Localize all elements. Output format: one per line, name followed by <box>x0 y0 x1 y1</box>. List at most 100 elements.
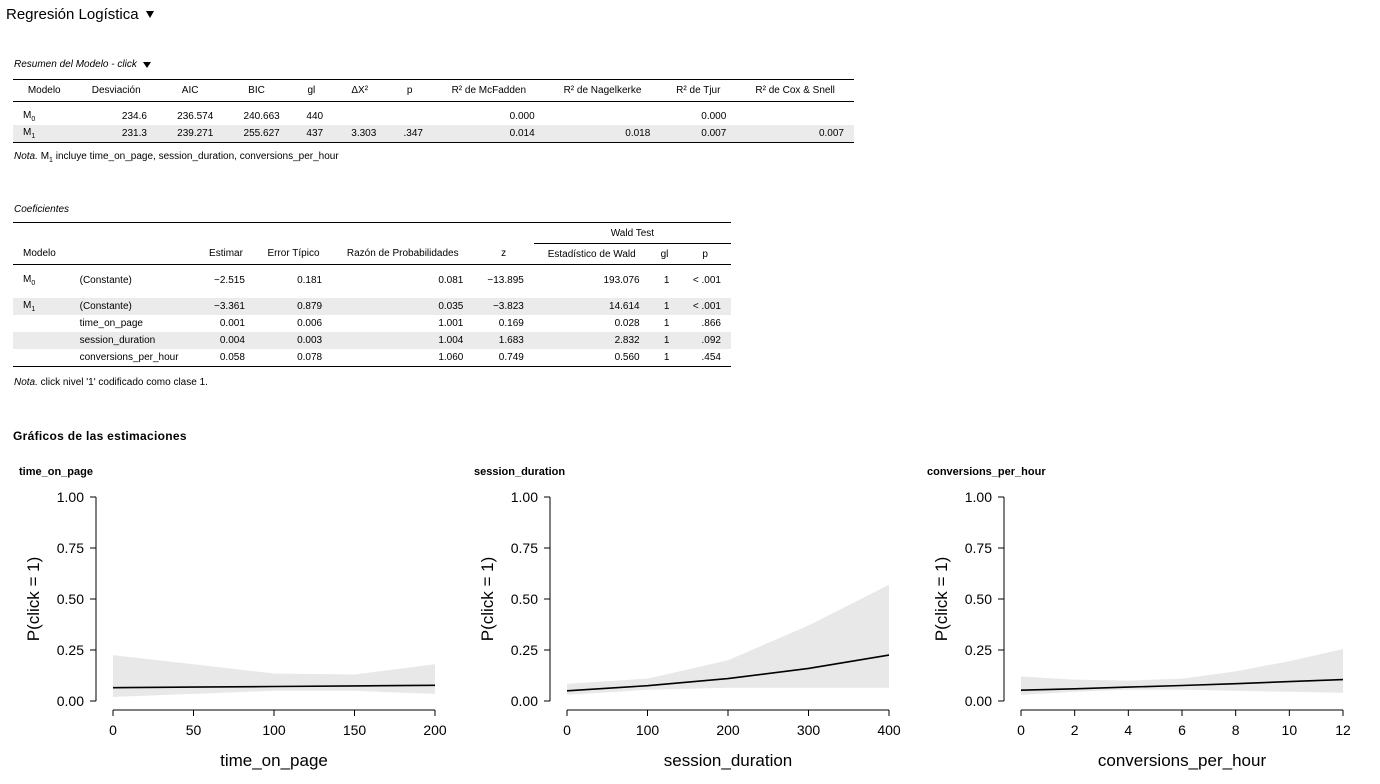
table-cell: 0.007 <box>660 125 737 143</box>
confidence-band <box>567 584 889 695</box>
x-tick-label: 4 <box>1124 722 1132 738</box>
table-row: conversions_per_hour 0.058 0.078 1.060 0… <box>13 349 731 367</box>
term-cell: time_on_page <box>79 318 143 329</box>
x-tick-label: 150 <box>343 722 367 738</box>
col-header: Modelo <box>13 243 70 265</box>
plot-title-session-duration: session_duration <box>474 466 566 478</box>
table-cell: 1.060 <box>438 352 464 363</box>
table-cell: < .001 <box>679 298 731 315</box>
table-cell: 0.035 <box>332 298 474 315</box>
table-cell: 0.000 <box>701 111 727 122</box>
model-summary-menu-triangle-icon[interactable] <box>142 61 151 68</box>
x-tick-label: 2 <box>1071 722 1079 738</box>
table-cell: −13.895 <box>487 275 524 286</box>
table-cell: 1 <box>649 298 680 315</box>
y-tick-label: 0.00 <box>57 693 84 709</box>
col-header: R² de Nagelkerke <box>544 79 661 102</box>
estimate-line <box>1020 678 1344 691</box>
table-cell: < .001 <box>692 275 721 286</box>
table-cell: 0.014 <box>432 125 545 143</box>
x-axis-label: conversions_per_hour <box>1098 751 1267 770</box>
table-row: M1 231.3 239.271 255.627 437 3.303 .347 … <box>13 125 854 143</box>
table-cell: 236.574 <box>177 111 214 122</box>
col-header: AIC <box>156 79 224 102</box>
x-tick-label: 200 <box>716 722 740 738</box>
term-cell: (Constante) <box>79 275 132 286</box>
y-axis-label: P(click = 1) <box>478 557 497 642</box>
wald-test-header: Wald Test <box>533 222 731 244</box>
y-tick-label: 0.75 <box>57 540 84 556</box>
table-cell: −3.823 <box>473 298 534 315</box>
col-header: gl <box>649 243 680 265</box>
table-cell: 437 <box>289 125 334 143</box>
col-header: ΔX² <box>333 79 387 102</box>
table-cell: 0.560 <box>614 352 640 363</box>
y-tick-label: 0.50 <box>57 591 84 607</box>
table-cell: 0.749 <box>498 352 524 363</box>
y-tick-label: 0.50 <box>511 591 538 607</box>
table-row: M1 (Constante) −3.361 0.879 0.035 −3.823… <box>13 298 731 315</box>
estimates-section-title: Gráficos de las estimaciones <box>13 429 187 443</box>
y-tick-label: 0.25 <box>57 642 84 658</box>
analysis-menu-triangle-icon[interactable] <box>145 10 154 18</box>
x-tick-label: 6 <box>1178 722 1186 738</box>
table-cell: 234.6 <box>121 111 147 122</box>
y-tick-label: 0.75 <box>511 540 538 556</box>
model-cell: M1 <box>13 125 76 143</box>
table-cell: 0.181 <box>297 275 323 286</box>
x-tick-label: 300 <box>797 722 821 738</box>
table-cell <box>333 108 386 125</box>
col-header: p <box>679 243 731 265</box>
confidence-band <box>1021 649 1343 695</box>
col-header: Razón de Probabilidades <box>332 243 474 265</box>
x-tick-label: 0 <box>563 722 571 738</box>
y-tick-label: 0.00 <box>511 693 538 709</box>
table-cell: 1.004 <box>332 332 474 349</box>
table-cell: −3.361 <box>197 298 255 315</box>
table-cell: 231.3 <box>75 125 157 143</box>
col-header <box>69 243 198 265</box>
table-cell: 0.001 <box>219 318 245 329</box>
table-cell: 1 <box>663 318 670 329</box>
model-cell <box>13 349 70 367</box>
table-row: M0 (Constante) −2.515 0.181 0.081 −13.89… <box>13 272 731 289</box>
x-tick-label: 0 <box>1017 722 1025 738</box>
table-cell: 14.614 <box>533 298 650 315</box>
coefficients-header: Coeficientes <box>14 204 69 215</box>
table-row: session_duration 0.004 0.003 1.004 1.683… <box>13 332 731 349</box>
table-cell: .866 <box>701 318 721 329</box>
table-cell: 0.018 <box>544 125 661 143</box>
table-cell: 1.001 <box>438 318 464 329</box>
coefficients-table: Wald Test Modelo Estimar Error Típico Ra… <box>13 222 731 367</box>
table-row: M0 234.6 236.574 240.663 440 0.000 0.000 <box>13 108 854 125</box>
table-cell: .092 <box>679 332 731 349</box>
model-summary-title: Resumen del Modelo - click <box>14 59 137 70</box>
x-axis-label: session_duration <box>664 751 793 770</box>
table-cell: 240.663 <box>243 111 280 122</box>
table-cell: 193.076 <box>603 275 640 286</box>
table-cell: 0.081 <box>438 275 464 286</box>
model-summary-header: Resumen del Modelo - click <box>14 59 151 70</box>
x-tick-label: 50 <box>186 722 202 738</box>
col-header: Modelo <box>13 79 76 102</box>
table-cell: 3.303 <box>333 125 387 143</box>
table-cell <box>386 108 433 125</box>
table-cell: 239.271 <box>156 125 224 143</box>
x-tick-label: 0 <box>109 722 117 738</box>
term-cell: conversions_per_hour <box>79 352 179 363</box>
analysis-header: Regresión Logística <box>6 4 154 24</box>
x-axis-label: time_on_page <box>220 751 328 770</box>
model-cell: M0 <box>23 110 36 123</box>
y-tick-label: 1.00 <box>965 489 992 505</box>
col-header: Desviación <box>75 79 157 102</box>
x-tick-label: 10 <box>1282 722 1298 738</box>
y-tick-label: 0.75 <box>965 540 992 556</box>
coefficients-title: Coeficientes <box>14 204 70 215</box>
x-tick-label: 200 <box>423 722 447 738</box>
col-header: z <box>473 243 534 265</box>
table-cell: 0.007 <box>736 125 854 143</box>
col-header: R² de Tjur <box>660 79 737 102</box>
col-header: p <box>386 79 433 102</box>
table-cell: 0.879 <box>254 298 333 315</box>
table-cell: 0.003 <box>254 332 333 349</box>
